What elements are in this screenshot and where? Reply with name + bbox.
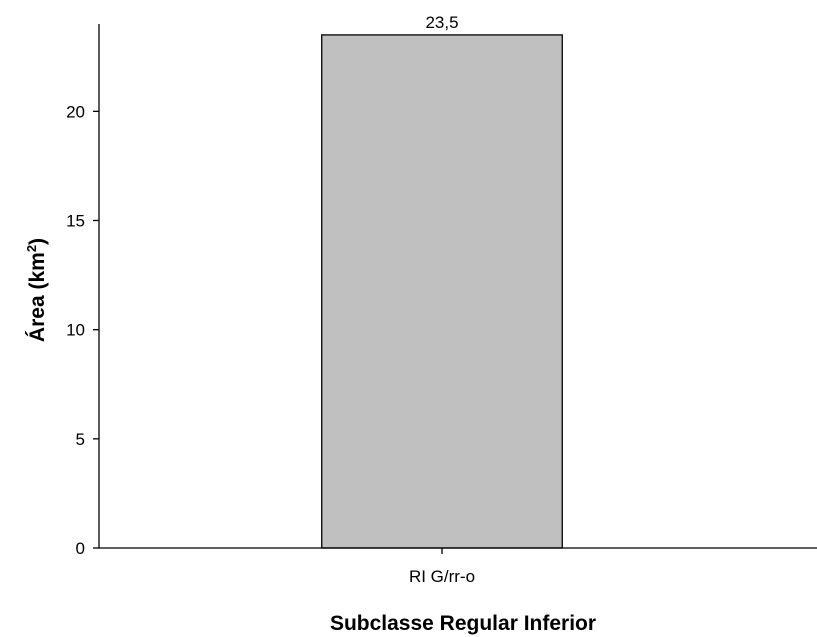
x-axis-title: Subclasse Regular Inferior [330,612,596,635]
y-tick-label: 10 [66,321,85,340]
bar-value-label: 23,5 [425,13,458,32]
data-labels-layer: 23,5 [425,13,458,32]
y-tick-label: 15 [66,212,85,231]
y-axis-title-main: Área (km [26,252,49,342]
x-tick-label: RI G/rr-o [409,567,475,586]
y-tick-label: 5 [76,430,85,449]
bar [321,34,563,549]
y-tick-label: 0 [76,539,85,558]
y-tick-label: 20 [66,102,85,121]
x-axis-ticks: RI G/rr-o [409,548,475,586]
bars-layer [321,34,563,549]
y-axis-title-suffix: ) [26,238,49,245]
y-axis-ticks: 0 5 10 15 20 [66,102,99,558]
y-axis-title-superscript: 2 [24,245,39,252]
y-axis-title: Área (km2) [24,238,49,342]
